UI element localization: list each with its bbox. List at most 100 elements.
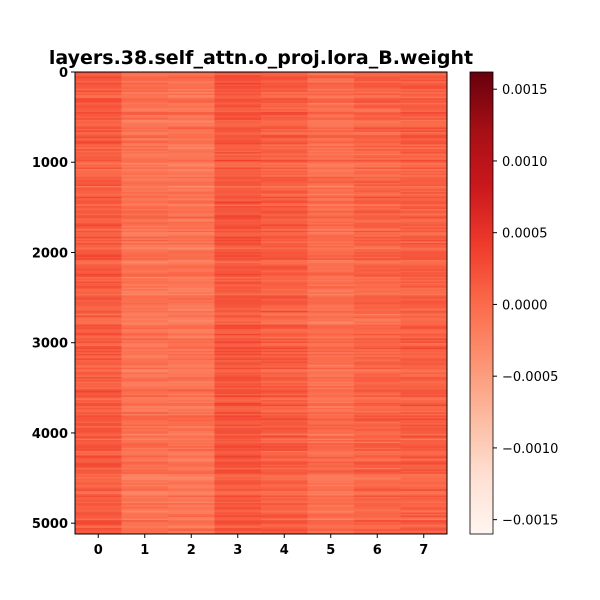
heatmap-cell <box>121 153 169 156</box>
colorbar-tick-label: 0.0005 <box>502 227 548 242</box>
heatmap-cell <box>214 464 262 467</box>
heatmap-cell <box>400 418 447 421</box>
heatmap-cell <box>75 353 122 356</box>
heatmap-cell <box>400 344 447 347</box>
heatmap-cell <box>307 201 355 204</box>
heatmap-cell <box>261 279 308 282</box>
heatmap-cell <box>121 170 169 173</box>
heatmap-cell <box>307 295 355 298</box>
heatmap-cell <box>400 149 447 152</box>
chart-title: layers.38.self_attn.o_proj.lora_B.weight <box>49 47 473 69</box>
heatmap-cell <box>400 189 447 192</box>
heatmap-cell <box>261 332 308 335</box>
heatmap-cell <box>75 407 122 410</box>
heatmap-cell <box>400 115 447 118</box>
heatmap-cell <box>168 303 215 306</box>
heatmap-cell <box>214 242 262 245</box>
heatmap-cell <box>261 112 308 115</box>
heatmap-cell <box>168 401 215 404</box>
heatmap-cell <box>75 339 122 342</box>
heatmap-cell <box>121 372 169 375</box>
heatmap-cell <box>121 82 169 85</box>
heatmap-cell <box>400 119 447 122</box>
heatmap-cell <box>400 173 447 176</box>
heatmap-cell <box>75 201 122 204</box>
heatmap-cell <box>121 204 169 207</box>
heatmap-cell <box>307 380 355 383</box>
heatmap-cell <box>214 224 262 227</box>
heatmap-cell <box>121 455 169 458</box>
heatmap-cell <box>214 282 262 286</box>
heatmap-cell <box>307 413 355 416</box>
heatmap-cell <box>75 383 122 386</box>
heatmap-cell <box>214 310 262 313</box>
heatmap-cell <box>400 452 447 455</box>
heatmap-cell <box>121 275 169 278</box>
heatmap-cell <box>261 267 308 270</box>
heatmap-cell <box>354 158 401 161</box>
heatmap-cell <box>75 492 122 495</box>
heatmap-cell <box>75 518 122 521</box>
heatmap-cell <box>400 147 447 150</box>
heatmap-cell <box>121 512 169 515</box>
heatmap-cell <box>168 108 215 111</box>
heatmap-cell <box>75 158 122 161</box>
heatmap-cell <box>400 329 447 332</box>
heatmap-cell <box>400 469 447 472</box>
heatmap-cell <box>261 490 308 493</box>
heatmap-cell <box>400 253 447 256</box>
heatmap-cell <box>307 222 355 225</box>
heatmap-cell <box>168 284 215 287</box>
heatmap-cell <box>168 515 215 518</box>
heatmap-cell <box>121 463 169 466</box>
heatmap-cell <box>400 101 447 104</box>
heatmap-cell <box>354 187 401 190</box>
heatmap-cell <box>261 130 308 133</box>
heatmap-cell <box>75 247 122 250</box>
heatmap-cell <box>75 460 122 463</box>
heatmap-cell <box>354 250 401 253</box>
heatmap-cell <box>121 261 169 264</box>
heatmap-cell <box>261 132 308 135</box>
heatmap-cell <box>214 175 262 178</box>
heatmap-cell <box>75 524 122 527</box>
heatmap-cell <box>121 327 169 330</box>
heatmap-cell <box>75 355 122 358</box>
heatmap-cell <box>307 424 355 427</box>
heatmap-cell <box>307 326 355 329</box>
heatmap-cell <box>168 224 215 227</box>
heatmap-cell <box>307 95 355 98</box>
heatmap-cell <box>307 416 355 419</box>
heatmap-cell <box>307 273 355 276</box>
heatmap-cell <box>400 330 447 333</box>
heatmap-cell <box>261 90 308 93</box>
heatmap-cell <box>75 467 122 470</box>
heatmap-cell <box>75 447 122 450</box>
heatmap-cell <box>354 321 401 324</box>
heatmap-cell <box>214 486 262 489</box>
heatmap-cell <box>121 167 169 170</box>
heatmap-cell <box>400 513 447 517</box>
heatmap-cell <box>214 221 262 224</box>
heatmap-cell <box>214 469 262 472</box>
heatmap-cell <box>400 523 447 526</box>
heatmap-cell <box>75 501 122 504</box>
heatmap-cell <box>214 530 262 533</box>
heatmap-cell <box>261 524 308 527</box>
heatmap-cell <box>168 119 215 122</box>
x-tick-label: 6 <box>373 543 382 558</box>
heatmap-cell <box>354 329 401 332</box>
heatmap-cell <box>214 73 262 76</box>
heatmap-cell <box>168 218 215 221</box>
heatmap-cell <box>121 420 169 423</box>
heatmap-cell <box>354 470 401 473</box>
heatmap-cell <box>400 327 447 330</box>
heatmap-cell <box>400 84 447 87</box>
heatmap-cell <box>121 313 169 316</box>
heatmap-cell <box>400 144 447 147</box>
heatmap-cell <box>121 361 169 364</box>
heatmap-cell <box>214 79 262 82</box>
heatmap-cell <box>307 221 355 224</box>
heatmap-cell <box>307 264 355 267</box>
heatmap-cell <box>168 430 215 433</box>
